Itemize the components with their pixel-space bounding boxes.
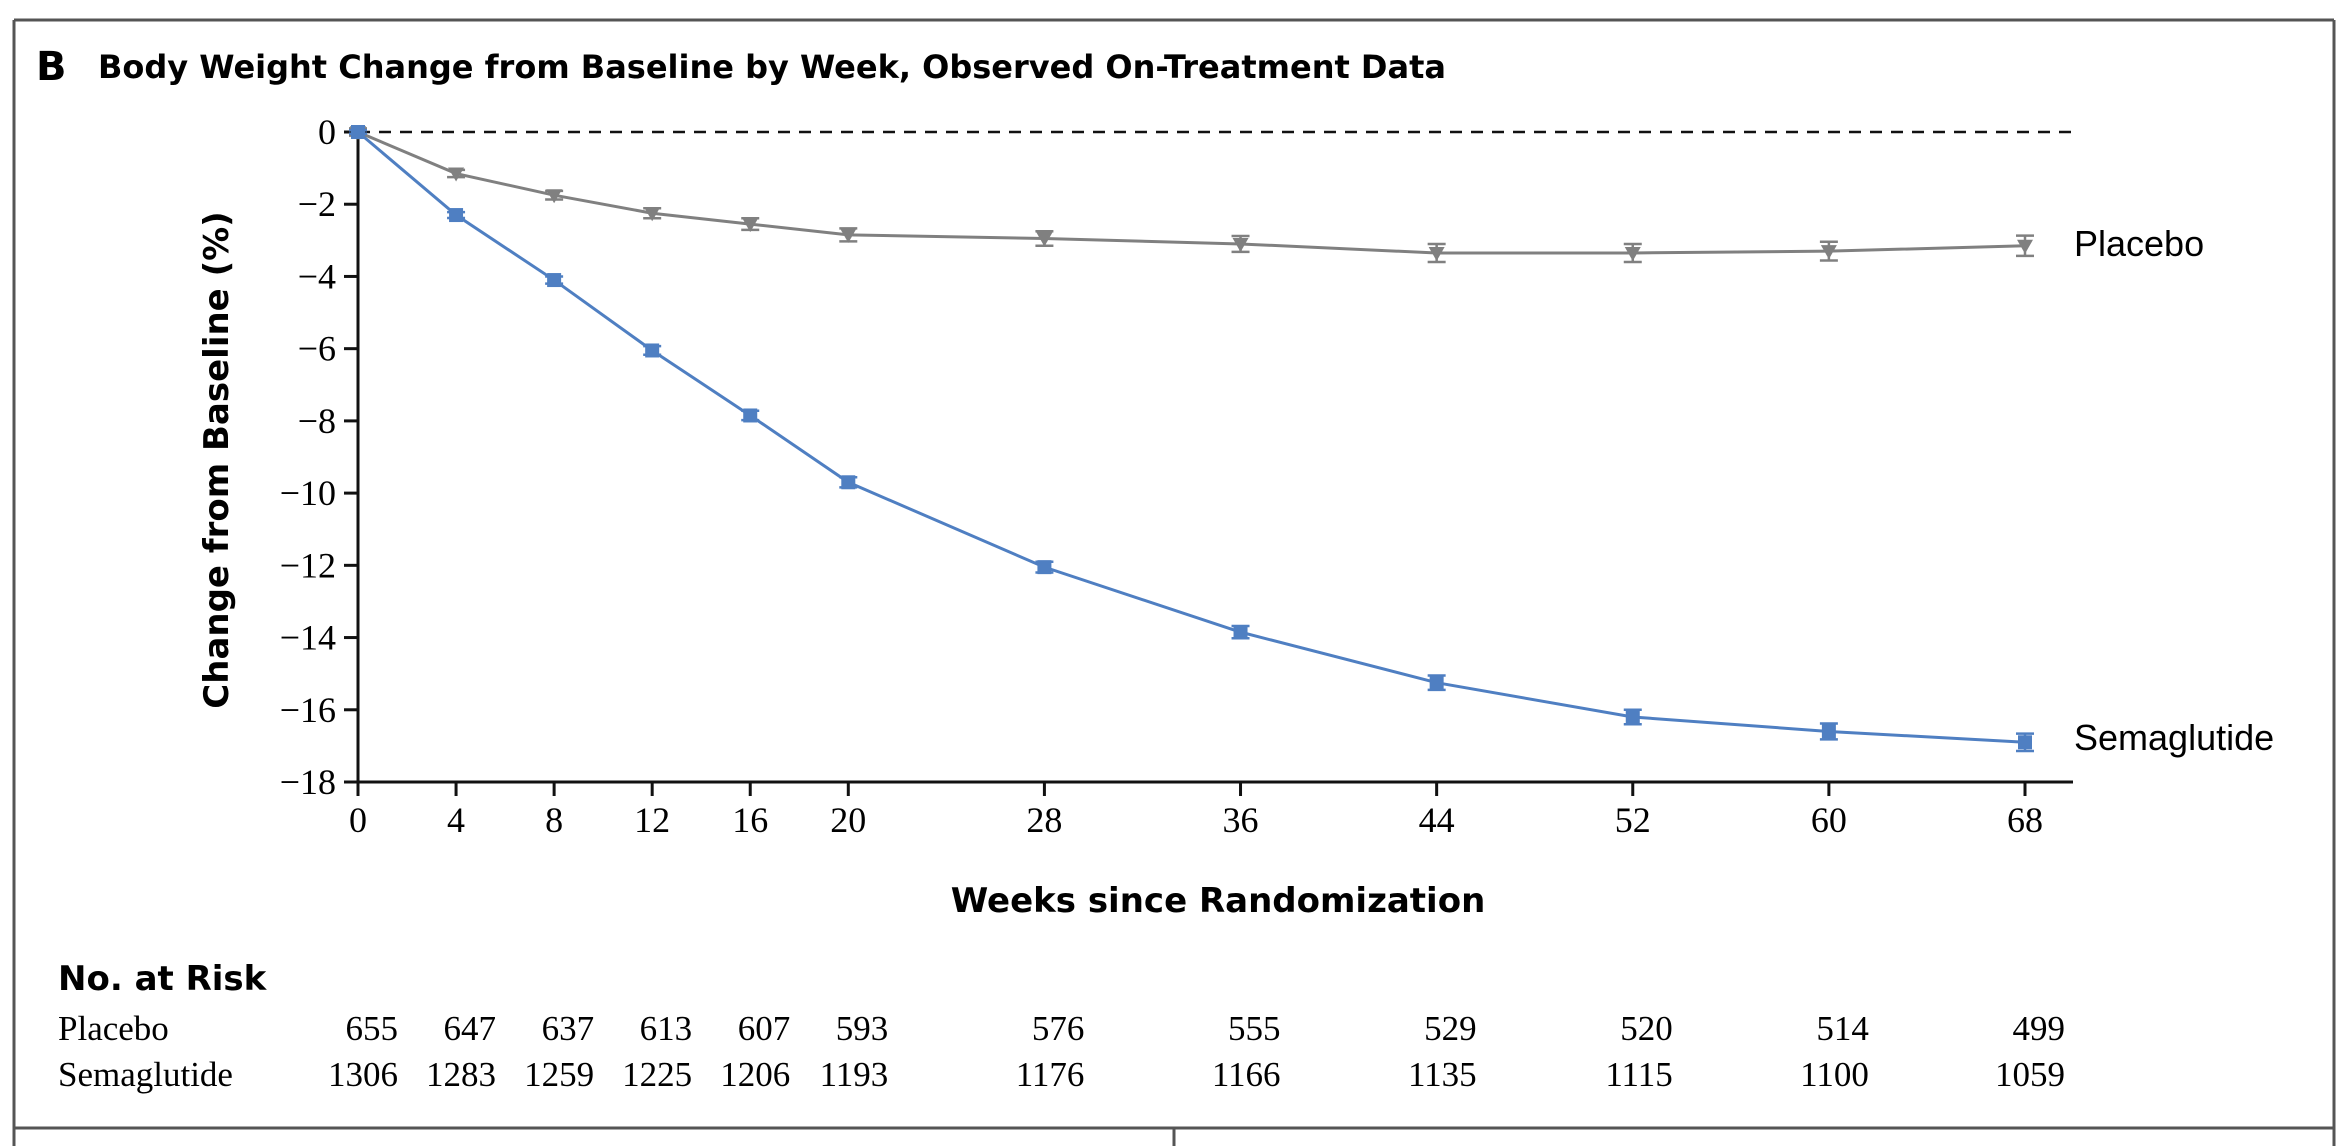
semaglutide-line — [357, 130, 2026, 744]
y-tick-label: −6 — [298, 329, 336, 369]
placebo-point — [840, 228, 857, 243]
risk-table-cell: 613 — [640, 1009, 693, 1048]
x-tick-label: 52 — [1615, 800, 1651, 840]
semaglutide-point — [1037, 560, 1052, 575]
semaglutide-point — [351, 125, 365, 139]
x-tick-label: 0 — [349, 800, 367, 840]
y-tick-label: −2 — [298, 184, 336, 224]
risk-table-cell: 1206 — [720, 1055, 790, 1094]
x-tick-label: 60 — [1811, 800, 1847, 840]
semaglutide-series — [349, 125, 2034, 753]
x-tick-label: 16 — [732, 800, 768, 840]
semaglutide-point — [1625, 710, 1640, 724]
risk-table-cell: 1115 — [1605, 1055, 1672, 1094]
x-tick-label: 68 — [2007, 800, 2043, 840]
semaglutide-point — [645, 343, 660, 358]
semaglutide-point — [1821, 724, 1836, 739]
risk-table-cell: 499 — [2013, 1009, 2066, 1048]
risk-table-cell: 514 — [1816, 1009, 1869, 1048]
placebo-point — [1428, 246, 1445, 261]
x-tick-label: 4 — [447, 800, 465, 840]
risk-table-title: No. at Risk — [58, 959, 268, 999]
chart-axes: 0 −2 −4 −6 −8 −10 −12 −14 −16 −18 0 4 8 12 16 20 28 36 44 5… — [280, 112, 2080, 840]
placebo-point — [546, 189, 563, 204]
risk-table-cell: 637 — [542, 1009, 595, 1048]
risk-row-label-placebo: Placebo — [58, 1009, 169, 1048]
risk-table-cell: 593 — [836, 1009, 889, 1048]
y-tick-label: −8 — [298, 401, 336, 441]
risk-table-cell: 529 — [1424, 1009, 1477, 1048]
y-tick-label: −14 — [280, 618, 336, 658]
semaglutide-point — [449, 208, 464, 223]
placebo-point — [1820, 245, 1837, 260]
risk-table-cells: 655 647 637 613 607 593 576 555 529 520 514 499 1306… — [328, 1009, 2065, 1094]
risk-table-cell: 1283 — [426, 1055, 496, 1094]
risk-table-cell: 655 — [346, 1009, 399, 1048]
x-tick-label: 28 — [1026, 800, 1062, 840]
semaglutide-point — [1233, 625, 1248, 640]
risk-table-cell: 576 — [1032, 1009, 1085, 1048]
risk-table-cell: 1193 — [820, 1055, 889, 1094]
risk-table-cell: 1100 — [1800, 1055, 1869, 1094]
semaglutide-point — [1429, 675, 1444, 690]
placebo-point — [1624, 246, 1641, 261]
x-tick-label: 12 — [634, 800, 670, 840]
x-tick-label: 8 — [545, 800, 563, 840]
placebo-point — [1232, 237, 1249, 252]
panel-frame — [12, 18, 2336, 1146]
y-tick-label: 0 — [318, 112, 336, 152]
semaglutide-series-label: Semaglutide — [2074, 717, 2274, 758]
risk-table-cell: 555 — [1228, 1009, 1281, 1048]
placebo-point — [448, 167, 465, 182]
chart-title: Body Weight Change from Baseline by Week… — [98, 48, 1446, 86]
panel-letter: B — [36, 44, 67, 90]
risk-table-cell: 1225 — [622, 1055, 692, 1094]
y-tick-label: −18 — [280, 762, 336, 802]
semaglutide-point — [2018, 735, 2032, 750]
risk-table-cell: 1306 — [328, 1055, 398, 1094]
risk-table-cell: 1259 — [524, 1055, 594, 1094]
risk-table-cell: 1135 — [1408, 1055, 1477, 1094]
semaglutide-point — [841, 475, 856, 490]
risk-row-label-semaglutide: Semaglutide — [58, 1055, 233, 1094]
placebo-point — [1036, 232, 1053, 247]
semaglutide-point — [547, 273, 562, 288]
placebo-series — [349, 126, 2034, 264]
x-axis-label: Weeks since Randomization — [951, 881, 1486, 921]
chart-series-layer — [349, 125, 2034, 753]
risk-table-cell: 607 — [738, 1009, 791, 1048]
risk-table-cell: 1176 — [1016, 1055, 1085, 1094]
placebo-point — [742, 218, 759, 233]
x-tick-label: 20 — [830, 800, 866, 840]
placebo-series-label: Placebo — [2074, 223, 2204, 264]
x-tick-label: 44 — [1419, 800, 1455, 840]
placebo-point — [2017, 239, 2033, 254]
semaglutide-point — [743, 408, 758, 423]
placebo-point — [644, 207, 661, 222]
risk-table-cell: 520 — [1620, 1009, 1673, 1048]
y-axis-label: Change from Baseline (%) — [197, 211, 237, 708]
placebo-line — [357, 130, 2026, 255]
y-tick-label: −10 — [280, 473, 336, 513]
risk-table-cell: 1166 — [1212, 1055, 1281, 1094]
x-tick-label: 36 — [1223, 800, 1259, 840]
y-tick-label: −12 — [280, 545, 336, 585]
risk-table-cell: 647 — [444, 1009, 497, 1048]
risk-table-cell: 1059 — [1995, 1055, 2065, 1094]
y-tick-label: −16 — [280, 690, 336, 730]
y-tick-label: −4 — [298, 256, 336, 296]
